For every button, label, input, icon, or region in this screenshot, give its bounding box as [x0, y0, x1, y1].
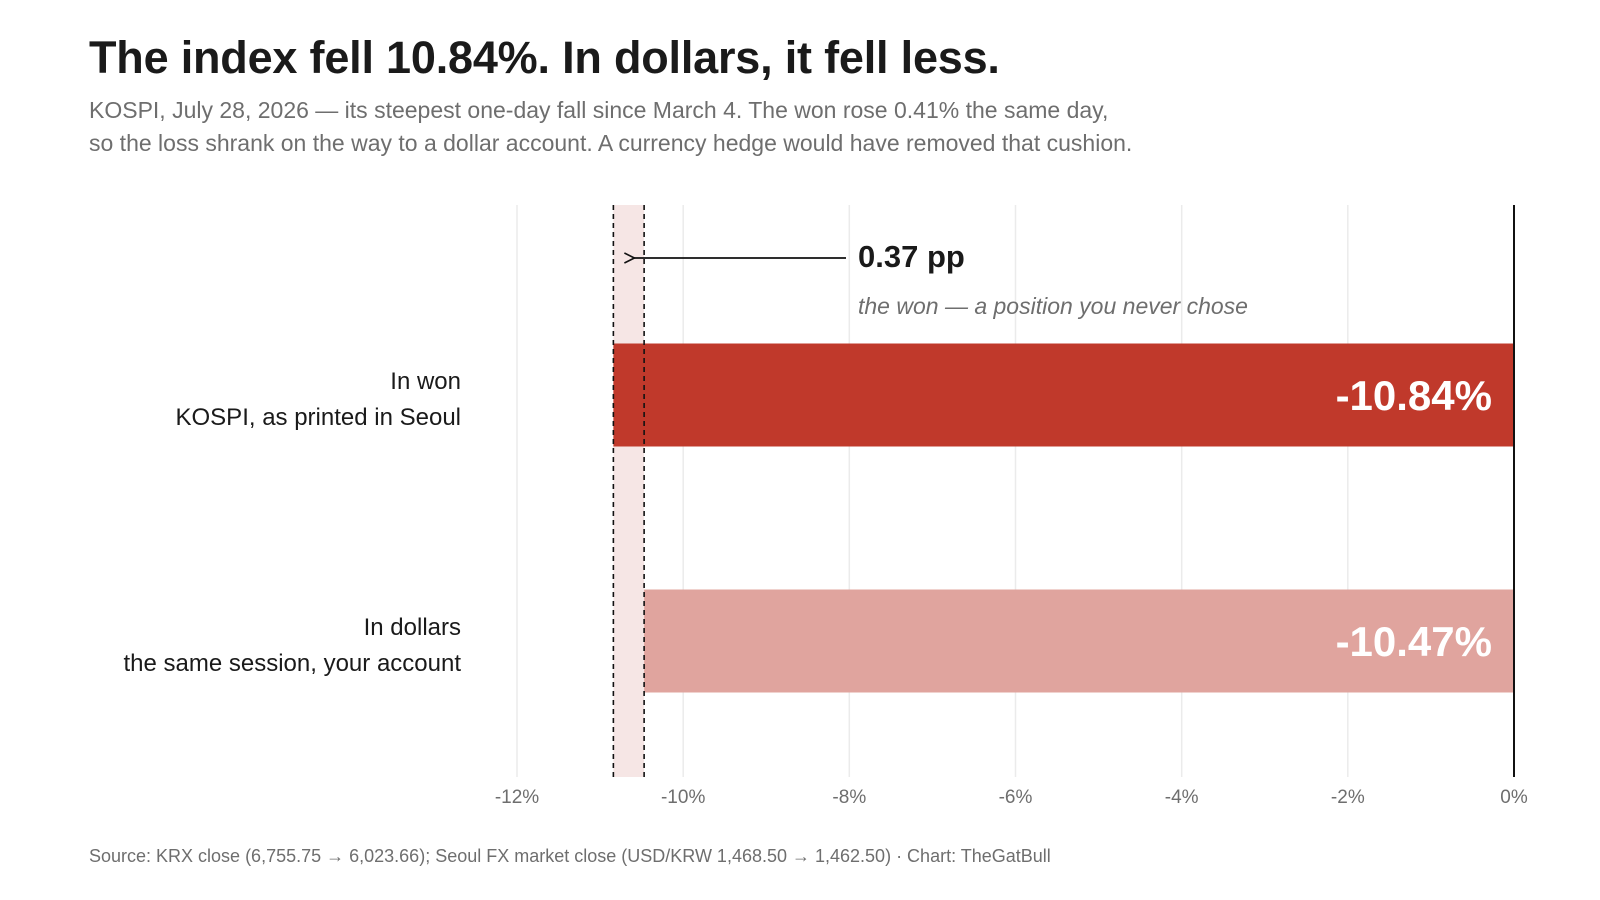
- category-label: In won KOSPI, as printed in Seoul: [176, 368, 462, 431]
- x-tick-label: -10%: [661, 787, 705, 808]
- gap-band: [613, 205, 645, 777]
- subtitle-line-1: KOSPI, July 28, 2026 — its steepest one-…: [89, 97, 1109, 123]
- bar-chart: -10.84% -10.47% In won KOSPI, as printed i…: [123, 205, 1528, 808]
- category-label-sub: the same session, your account: [123, 650, 461, 677]
- x-tick-label: -2%: [1331, 787, 1365, 808]
- chart-title: The index fell 10.84%. In dollars, it fe…: [89, 32, 1000, 83]
- annotation-label: 0.37 pp: [858, 239, 965, 274]
- bar-value-label: -10.84%: [1336, 372, 1492, 419]
- x-tick-label: -4%: [1165, 787, 1199, 808]
- x-tick-label: -8%: [832, 787, 866, 808]
- category-label-main: In won: [390, 368, 461, 395]
- source-note: Source: KRX close (6,755.75 → 6,023.66);…: [89, 846, 1051, 866]
- annotation-sublabel: the won — a position you never chose: [858, 293, 1248, 319]
- bar-value-label: -10.47%: [1336, 618, 1492, 665]
- x-tick-label: -6%: [999, 787, 1033, 808]
- category-label-main: In dollars: [364, 614, 461, 641]
- x-tick-label: 0%: [1500, 787, 1528, 808]
- category-label: In dollars the same session, your account: [123, 614, 461, 677]
- category-label-sub: KOSPI, as printed in Seoul: [176, 404, 462, 431]
- bar-in-won: [613, 343, 1514, 447]
- x-tick-label: -12%: [495, 787, 539, 808]
- bar-in-dollars: [644, 589, 1514, 693]
- chart-subtitle: KOSPI, July 28, 2026 — its steepest one-…: [89, 94, 1349, 160]
- subtitle-line-2: so the loss shrank on the way to a dolla…: [89, 130, 1133, 156]
